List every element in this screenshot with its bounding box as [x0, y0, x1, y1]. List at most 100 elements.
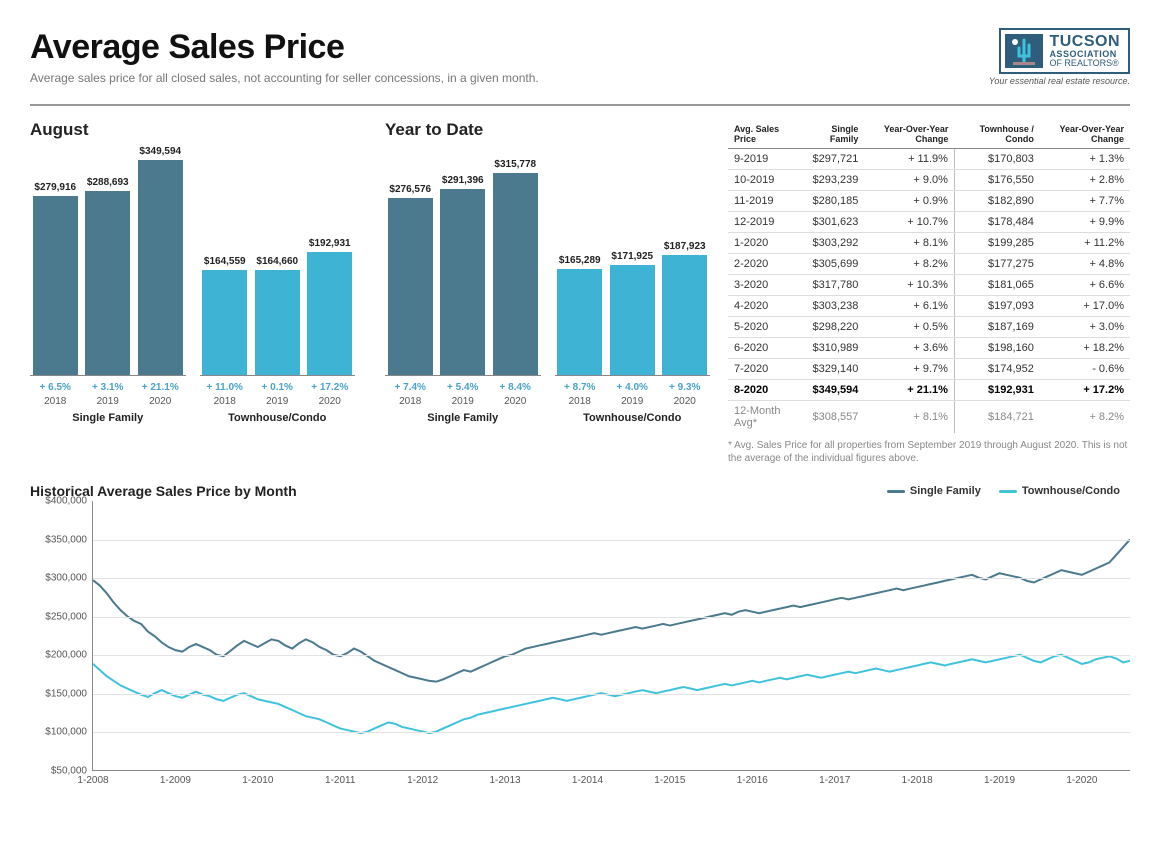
table-row: 3-2020$317,780+ 10.3%$181,065+ 6.6%	[728, 275, 1130, 296]
table-cell: $310,989	[798, 338, 864, 359]
year-label: 2020	[305, 396, 356, 407]
table-cell: $305,699	[798, 254, 864, 275]
pct-change: + 3.1%	[83, 382, 134, 393]
table-cell: 10-2019	[728, 170, 798, 191]
table-row: 6-2020$310,989+ 3.6%$198,160+ 18.2%	[728, 338, 1130, 359]
table-cell: $293,239	[798, 170, 864, 191]
bar-charts-column: August$279,916$288,693$349,594+ 6.5%+ 3.…	[30, 120, 710, 465]
header: Average Sales Price Average sales price …	[30, 28, 1130, 86]
table-cell: $298,220	[798, 317, 864, 338]
table-cell: + 11.9%	[864, 149, 954, 170]
table-column: Avg. Sales PriceSingle FamilyYear-Over-Y…	[728, 120, 1130, 465]
x-axis-label: 1-2013	[489, 775, 520, 786]
pct-change: + 0.1%	[252, 382, 303, 393]
table-cell: + 6.6%	[1040, 275, 1130, 296]
table-cell: 1-2020	[728, 233, 798, 254]
x-axis-label: 1-2017	[819, 775, 850, 786]
group-label: Single Family	[385, 412, 541, 424]
bar-wrap: $192,931	[305, 146, 356, 375]
table-cell: + 0.5%	[864, 317, 954, 338]
table-cell: 4-2020	[728, 296, 798, 317]
table-cell: $297,721	[798, 149, 864, 170]
table-cell: + 2.8%	[1040, 170, 1130, 191]
table-cell: $329,140	[798, 359, 864, 380]
x-axis-label: 1-2008	[77, 775, 108, 786]
table-cell: + 9.7%	[864, 359, 954, 380]
table-row: 7-2020$329,140+ 9.7%$174,952- 0.6%	[728, 359, 1130, 380]
table-cell: + 9.0%	[864, 170, 954, 191]
bar-value-label: $315,778	[494, 159, 536, 170]
bar-wrap: $171,925	[607, 146, 658, 375]
pct-change: + 17.2%	[305, 382, 356, 393]
table-cell: $308,557	[798, 401, 864, 434]
y-axis-label: $300,000	[31, 573, 87, 584]
year-label: 2020	[490, 396, 541, 407]
year-label: 2019	[252, 396, 303, 407]
y-gridline	[93, 540, 1130, 541]
bar-value-label: $165,289	[559, 255, 601, 266]
table-cell: + 1.3%	[1040, 149, 1130, 170]
bar-wrap: $165,289	[555, 146, 606, 375]
year-label: 2018	[385, 396, 436, 407]
table-cell: 6-2020	[728, 338, 798, 359]
year-label: 2019	[607, 396, 658, 407]
pct-change: + 4.0%	[607, 382, 658, 393]
bar-wrap: $164,559	[200, 146, 251, 375]
divider	[30, 104, 1130, 106]
title-block: Average Sales Price Average sales price …	[30, 28, 539, 85]
legend-item: Single Family	[887, 485, 981, 497]
table-cell: + 3.6%	[864, 338, 954, 359]
pct-row: + 11.0%+ 0.1%+ 17.2%	[200, 382, 356, 393]
bar-value-label: $164,660	[256, 256, 298, 267]
x-axis-label: 1-2016	[737, 775, 768, 786]
bar-wrap: $291,396	[438, 146, 489, 375]
bar-group: $276,576$291,396$315,778+ 7.4%+ 5.4%+ 8.…	[385, 146, 541, 424]
x-axis-label: 1-2011	[325, 775, 355, 786]
table-cell: $303,292	[798, 233, 864, 254]
table-cell: + 4.8%	[1040, 254, 1130, 275]
y-axis-label: $400,000	[31, 496, 87, 507]
table-cell: $301,623	[798, 212, 864, 233]
x-axis-label: 1-2015	[654, 775, 685, 786]
pct-row: + 6.5%+ 3.1%+ 21.1%	[30, 382, 186, 393]
bar-value-label: $187,923	[664, 241, 706, 252]
bar-wrap: $349,594	[135, 146, 186, 375]
table-cell: + 8.1%	[864, 233, 954, 254]
bar-value-label: $171,925	[611, 251, 653, 262]
table-cell: 8-2020	[728, 380, 798, 401]
y-axis-label: $250,000	[31, 611, 87, 622]
x-axis-label: 1-2012	[407, 775, 438, 786]
table-cell: + 8.2%	[864, 254, 954, 275]
bar	[388, 198, 433, 375]
year-label: 2020	[660, 396, 711, 407]
bar	[610, 265, 655, 375]
table-row: 1-2020$303,292+ 8.1%$199,285+ 11.2%	[728, 233, 1130, 254]
bar-value-label: $349,594	[139, 146, 181, 157]
line-chart-wrap: $50,000$100,000$150,000$200,000$250,000$…	[30, 501, 1130, 771]
pct-change: + 8.4%	[490, 382, 541, 393]
bar-area: $164,559 $164,660 $192,931	[200, 146, 356, 376]
table-cell: $181,065	[954, 275, 1040, 296]
pct-change: + 9.3%	[660, 382, 711, 393]
table-cell: + 6.1%	[864, 296, 954, 317]
year-row: 201820192020	[385, 396, 541, 407]
y-gridline	[93, 732, 1130, 733]
x-axis-label: 1-2020	[1066, 775, 1097, 786]
table-cell: $199,285	[954, 233, 1040, 254]
bar-wrap: $164,660	[252, 146, 303, 375]
table-header: Year-Over-Year Change	[864, 120, 954, 149]
bar	[255, 270, 300, 375]
table-cell: 5-2020	[728, 317, 798, 338]
bar-group: $279,916$288,693$349,594+ 6.5%+ 3.1%+ 21…	[30, 146, 186, 424]
table-cell: + 17.0%	[1040, 296, 1130, 317]
table-row: 5-2020$298,220+ 0.5%$187,169+ 3.0%	[728, 317, 1130, 338]
logo-box: TUCSON ASSOCIATION OF REALTORS®	[999, 28, 1130, 74]
bar	[557, 269, 602, 375]
table-row: 8-2020$349,594+ 21.1%$192,931+ 17.2%	[728, 380, 1130, 401]
y-axis-label: $100,000	[31, 727, 87, 738]
pct-change: + 11.0%	[200, 382, 251, 393]
bar-section: Year to Date$276,576$291,396$315,778+ 7.…	[385, 120, 710, 424]
table-cell: $280,185	[798, 191, 864, 212]
table-cell: + 10.3%	[864, 275, 954, 296]
table-cell: $178,484	[954, 212, 1040, 233]
